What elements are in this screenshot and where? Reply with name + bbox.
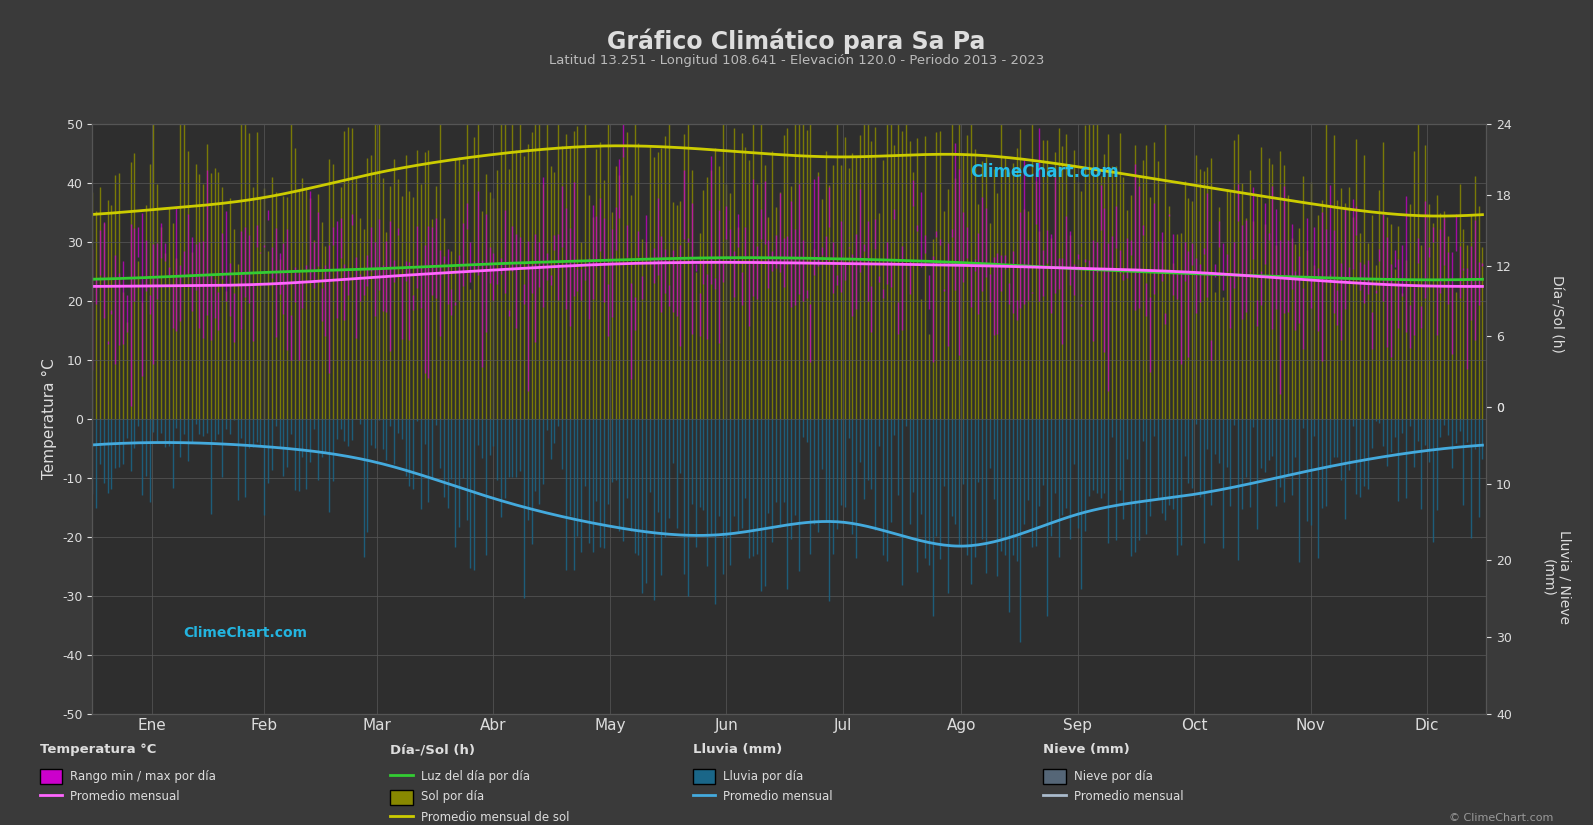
Text: Luz del día por día: Luz del día por día — [421, 770, 529, 783]
Text: Promedio mensual: Promedio mensual — [723, 790, 833, 804]
Text: ClimeChart.com: ClimeChart.com — [970, 163, 1120, 181]
Text: Lluvia (mm): Lluvia (mm) — [693, 743, 782, 757]
Text: Lluvia / Nieve
(mm): Lluvia / Nieve (mm) — [1542, 530, 1571, 625]
Text: Latitud 13.251 - Longitud 108.641 - Elevación 120.0 - Periodo 2013 - 2023: Latitud 13.251 - Longitud 108.641 - Elev… — [550, 54, 1043, 67]
Text: Temperatura °C: Temperatura °C — [40, 743, 156, 757]
Text: Rango min / max por día: Rango min / max por día — [70, 770, 217, 783]
Text: Promedio mensual de sol: Promedio mensual de sol — [421, 811, 569, 824]
Text: Día-/Sol (h): Día-/Sol (h) — [1550, 275, 1563, 352]
Text: Promedio mensual: Promedio mensual — [1074, 790, 1184, 804]
Text: Lluvia por día: Lluvia por día — [723, 770, 803, 783]
Text: Gráfico Climático para Sa Pa: Gráfico Climático para Sa Pa — [607, 29, 986, 54]
Text: Nieve por día: Nieve por día — [1074, 770, 1153, 783]
Text: Promedio mensual: Promedio mensual — [70, 790, 180, 804]
Text: Nieve (mm): Nieve (mm) — [1043, 743, 1129, 757]
Text: Día-/Sol (h): Día-/Sol (h) — [390, 743, 475, 757]
Text: ClimeChart.com: ClimeChart.com — [183, 626, 307, 640]
Text: © ClimeChart.com: © ClimeChart.com — [1448, 813, 1553, 823]
Y-axis label: Temperatura °C: Temperatura °C — [41, 358, 57, 479]
Text: Sol por día: Sol por día — [421, 790, 484, 804]
